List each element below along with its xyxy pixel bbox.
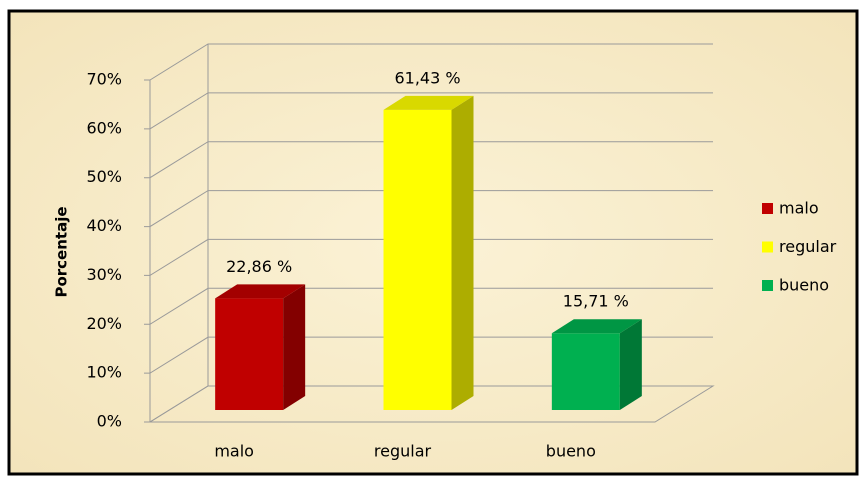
y-tick-label: 10% — [86, 363, 122, 382]
bar-side — [451, 95, 474, 410]
y-tick-label: 20% — [86, 314, 122, 333]
bar-top — [215, 284, 306, 299]
x-tick-label: regular — [374, 442, 432, 461]
bar-front — [215, 298, 284, 410]
legend-label: regular — [779, 237, 837, 256]
x-tick-label: malo — [214, 442, 254, 461]
y-tick-label: 0% — [97, 412, 122, 431]
grid-line — [144, 43, 713, 81]
bar-front — [383, 109, 452, 410]
legend-label: malo — [779, 199, 819, 218]
x-tick-label: bueno — [546, 442, 596, 461]
y-axis-label: Porcentaje — [53, 206, 71, 297]
y-tick-label: 50% — [86, 167, 122, 186]
legend-label: bueno — [779, 276, 829, 295]
value-label: 22,86 % — [226, 257, 292, 276]
bar-top — [551, 319, 642, 334]
y-tick-label: 60% — [86, 118, 122, 137]
y-tick-label: 30% — [86, 265, 122, 284]
bar-top — [383, 95, 474, 110]
legend-swatch — [762, 203, 773, 214]
bar-side — [283, 284, 306, 410]
bar-side — [619, 319, 642, 410]
value-label: 15,71 % — [563, 292, 629, 311]
y-tick-label: 70% — [86, 70, 122, 89]
bar-front — [551, 333, 620, 410]
value-label: 61,43 % — [394, 68, 460, 87]
grid-line — [144, 92, 713, 130]
y-tick-label: 40% — [86, 216, 122, 235]
legend-swatch — [762, 280, 773, 291]
legend-swatch — [762, 241, 773, 253]
